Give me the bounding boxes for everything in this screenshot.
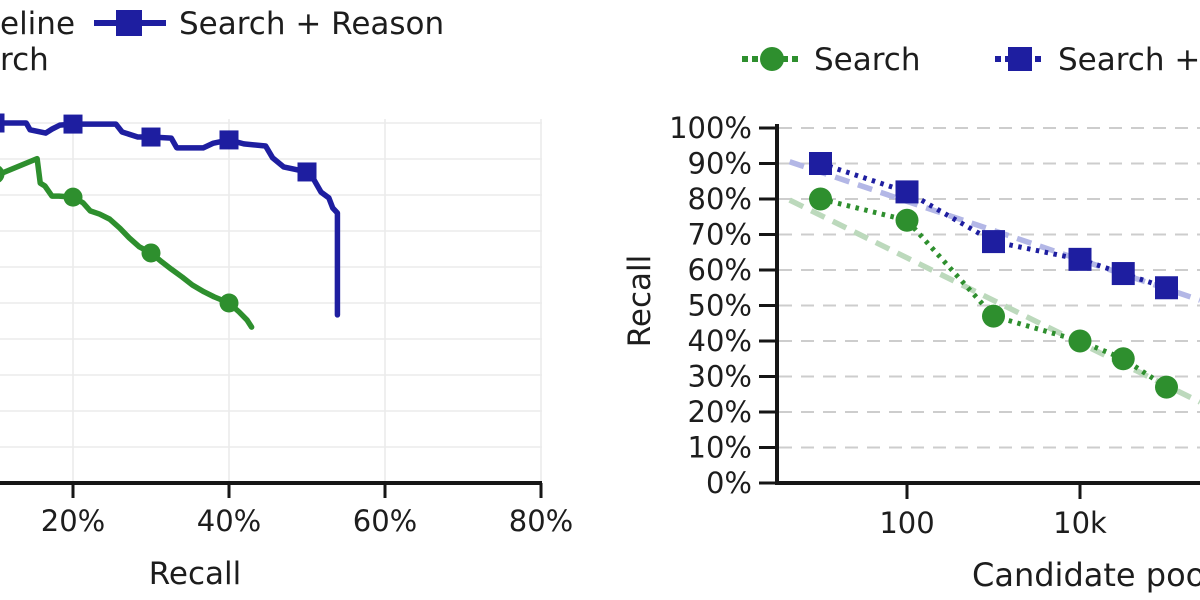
right-marker-search-reason (809, 152, 832, 175)
left-legend-search-label-fragment: rch (0, 42, 49, 78)
legend-marker-search-reason-icon (94, 10, 166, 36)
left-xtick-label: 40% (197, 504, 261, 538)
right-series-search-reason (819, 161, 1168, 291)
right-yaxis-label: Recall (622, 254, 658, 348)
right-ytick-label: 0% (706, 466, 752, 500)
right-marker-search-reason (895, 180, 919, 204)
right-ytick-label: 50% (688, 289, 752, 323)
left-xaxis-label: Recall (148, 556, 242, 592)
right-ytick-label: 40% (688, 324, 752, 358)
left-legend-search-reason-label: Search + Reason (179, 6, 445, 42)
left-marker-search (63, 187, 83, 207)
right-legend-search-reason-label-fragment: Search + (1058, 42, 1200, 78)
right-marker-search-reason (1155, 276, 1178, 300)
right-ytick-label: 60% (688, 253, 752, 287)
left-legend-baseline-label-fragment: eline (0, 6, 76, 42)
right-ytick-label: 20% (688, 395, 752, 429)
right-marker-search (1111, 347, 1135, 371)
legend-marker-search-reason-right-icon (995, 47, 1045, 71)
right-ytick-label: 30% (688, 360, 752, 394)
left-chart: 20% 40% 60% 80% (0, 113, 573, 538)
left-series-search (0, 155, 255, 330)
right-marker-search-reason (1068, 247, 1092, 271)
right-ytick-label: 70% (688, 218, 752, 252)
right-chart: 0%10%20%30%40%50%60%70%80%90%100% 100 10k (669, 111, 1200, 540)
left-xtick-label: 60% (353, 504, 417, 538)
left-marker-search-reason (63, 114, 83, 134)
right-ytick-label: 80% (688, 182, 752, 216)
right-ytick-label: 100% (669, 111, 752, 145)
right-legend-search-label: Search (814, 42, 921, 78)
left-xtick-label: 20% (41, 504, 105, 538)
right-marker-search-reason (1111, 262, 1135, 286)
trend-line-search (788, 197, 1200, 405)
right-ytick-label: 90% (688, 147, 752, 181)
left-marker-search (219, 293, 239, 313)
left-xtick-label: 80% (509, 504, 573, 538)
left-marker-search-reason (141, 127, 161, 147)
left-marker-search-reason (219, 130, 239, 150)
right-xaxis-label-fragment: Candidate poo (972, 556, 1200, 594)
right-marker-search (1155, 375, 1178, 399)
left-marker-search-reason (297, 162, 317, 182)
right-marker-search (809, 187, 832, 211)
right-marker-search (1068, 329, 1092, 353)
right-series-search (819, 196, 1168, 390)
right-ytick-label: 10% (688, 431, 752, 465)
right-marker-search (895, 208, 919, 232)
right-marker-search-reason (982, 230, 1005, 254)
left-marker-search (141, 243, 161, 263)
legend-marker-search-icon (742, 47, 802, 71)
left-marker-search-reason (0, 113, 5, 133)
left-marker-search (0, 166, 5, 183)
right-marker-search (982, 304, 1005, 328)
right-xtick-label: 10k (1053, 506, 1107, 540)
left-series-search-reason (0, 120, 341, 318)
right-xtick-label: 100 (879, 506, 934, 540)
